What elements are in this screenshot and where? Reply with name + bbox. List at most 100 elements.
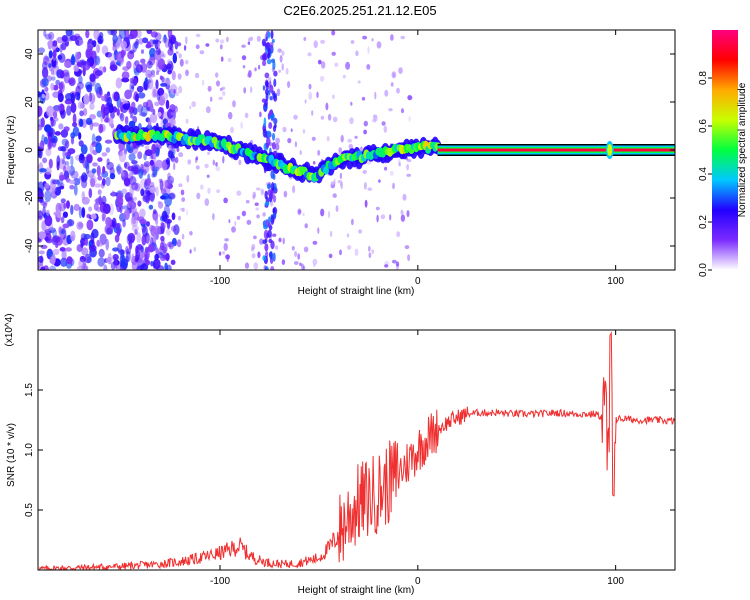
spectrogram-noise-blob	[210, 96, 213, 102]
spectrogram-noise-blob	[164, 37, 170, 48]
spectrogram-noise-blob	[396, 231, 401, 238]
spectrogram-noise-blob	[85, 117, 93, 125]
spectrogram-noise-blob	[38, 47, 45, 54]
spectrogram-noise-blob	[398, 161, 401, 167]
spectrogram-noise-blob	[150, 31, 158, 38]
spectrogram-noise-blob	[162, 118, 168, 125]
spectrogram-noise-blob	[144, 248, 150, 260]
spectrogram-noise-blob	[40, 266, 46, 270]
spectrogram-ytick-label: 20	[24, 96, 35, 108]
spectrogram-noise-blob	[136, 265, 143, 270]
spectrogram-ytick-label: -20	[24, 190, 35, 205]
spectrogram-noise-blob	[98, 248, 105, 258]
spectrogram-noise-blob	[294, 251, 298, 257]
spectrogram-noise-blob	[97, 157, 103, 162]
spectrogram-noise-blob	[55, 79, 61, 86]
spectrogram-noise-blob	[85, 48, 92, 59]
spectrogram-noise-blob	[74, 33, 81, 39]
spectrogram-noise-blob	[254, 67, 257, 72]
spectrogram-noise-blob	[267, 229, 272, 238]
spectrogram-noise-blob	[142, 37, 149, 44]
spectrogram-noise-blob	[116, 195, 124, 208]
spectrogram-noise-blob	[167, 48, 174, 56]
spectrogram-noise-blob	[153, 151, 157, 163]
spectrogram-noise-blob	[96, 242, 104, 247]
spectrogram-noise-blob	[178, 215, 181, 221]
spectrogram-noise-blob	[81, 247, 89, 256]
spectrogram-noise-blob	[38, 231, 46, 240]
spectrogram-noise-blob	[78, 222, 84, 229]
spectrogram-noise-blob	[254, 202, 259, 206]
spectrogram-noise-blob	[70, 155, 74, 167]
spectrogram-noise-blob	[282, 126, 287, 133]
spectrogram-noise-blob	[328, 253, 333, 259]
spectrogram-noise-blob	[124, 116, 129, 125]
spectrogram-noise-blob	[407, 254, 411, 262]
spectrogram-noise-blob	[290, 128, 293, 132]
spectrogram-noise-blob	[167, 30, 173, 40]
spectrogram-noise-blob	[137, 92, 146, 99]
spectrogram-noise-blob	[135, 38, 139, 46]
spectrogram-noise-blob	[93, 202, 99, 211]
spectrogram-noise-blob	[302, 212, 305, 217]
spectrogram-noise-blob	[328, 210, 331, 219]
spectrogram-noise-blob	[38, 255, 44, 264]
spectrogram-noise-blob	[69, 184, 75, 190]
spectrogram-noise-blob	[48, 140, 53, 150]
spectrogram-xticks: -100 0 100	[210, 30, 624, 287]
spectrogram-noise-blob	[166, 63, 172, 70]
spectrogram-noise-blob	[297, 208, 302, 216]
spectrogram-noise-blob	[63, 202, 67, 209]
spectrogram-noise-blob	[61, 35, 68, 43]
spectrogram-noise-blob	[42, 157, 48, 164]
spectrogram-noise-blob	[313, 40, 318, 49]
spectrogram-noise-blob	[142, 225, 148, 237]
spectrogram-noise-blob	[339, 172, 343, 180]
spectrogram-noise-blob	[367, 46, 370, 54]
spectrogram-noise-blob	[76, 53, 81, 60]
spectrogram-noise-blob	[316, 91, 319, 99]
spectrogram-noise-blob	[60, 146, 66, 152]
spectrogram-noise-blob	[97, 175, 103, 181]
spectrogram-noise-blob	[279, 55, 283, 63]
spectrogram-noise-blob	[152, 209, 157, 215]
spectrogram-noise-blob	[292, 185, 296, 194]
spectrogram-noise-blob	[154, 253, 159, 261]
spectrogram-noise-blob	[270, 266, 275, 270]
spectrogram-noise-blob	[43, 30, 47, 37]
spectrogram-noise-blob	[302, 128, 306, 134]
spectrogram-noise-blob	[236, 215, 241, 220]
spectrogram-noise-blob	[178, 85, 183, 94]
spectrogram-noise-blob	[251, 243, 256, 250]
spectrogram-noise-blob	[360, 146, 363, 152]
spectrogram-noise-blob	[257, 251, 261, 259]
spectrogram-noise-blob	[245, 200, 250, 204]
spectrogram-noise-blob	[106, 158, 110, 166]
spectrogram-noise-blob	[308, 91, 313, 100]
spectrogram-noise-blob	[259, 238, 264, 245]
spectrogram-noise-blob	[332, 193, 337, 198]
spectrogram-noise-blob	[264, 190, 268, 200]
spectrogram-noise-blob	[406, 163, 409, 171]
spectrogram-noise-blob	[105, 216, 112, 227]
spectrogram-noise-blob	[264, 99, 268, 108]
spectrogram-noise-blob	[297, 253, 301, 260]
spectrogram-noise-blob	[61, 159, 65, 165]
spectrogram-noise-blob	[241, 210, 247, 217]
spectrogram-noise-blob	[186, 174, 190, 183]
spectrogram-noise-blob	[120, 40, 127, 49]
spectrogram-noise-blob	[128, 146, 135, 151]
spectrogram-noise-blob	[321, 61, 326, 69]
spectrogram-noise-blob	[165, 99, 170, 110]
spectrogram-noise-blob	[275, 137, 280, 144]
spectrogram-noise-blob	[396, 87, 400, 94]
spectrogram-noise-blob	[311, 110, 314, 116]
spectrogram-noise-blob	[178, 183, 183, 187]
spectrogram-xtick-label: -100	[210, 276, 230, 287]
spectrogram-noise-blob	[111, 190, 115, 197]
spectrogram-noise-blob	[268, 122, 273, 129]
spectrogram-noise-blob	[80, 144, 88, 155]
spectrogram-noise-blob	[339, 249, 342, 256]
spectrogram-noise-blob	[141, 49, 144, 54]
spectrogram-noise-blob	[195, 156, 199, 161]
